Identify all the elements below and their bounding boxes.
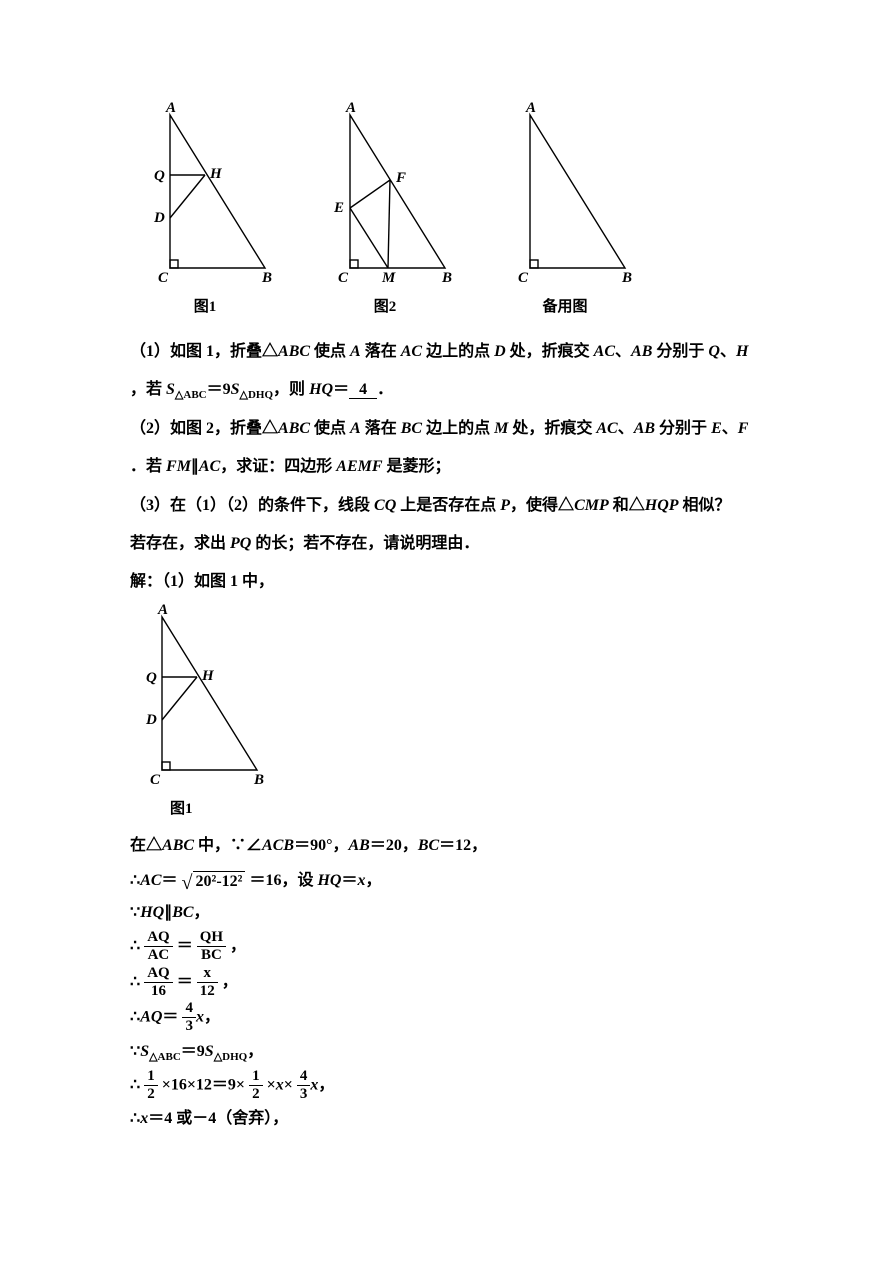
svg-text:Q: Q [146, 670, 157, 686]
svg-text:B: B [253, 772, 264, 787]
q2-line2: ．若 FM∥AC，求证：四边形 AEMF 是菱形； [130, 448, 762, 486]
q3-line1: （3）在（1）（2）的条件下，线段 CQ 上是否存在点 P，使得△CMP 和△H… [130, 487, 762, 525]
fig1b-label: 图1 [170, 791, 193, 827]
fig1b-svg: A Q H D C B [122, 602, 272, 787]
svg-text:A: A [165, 100, 176, 116]
q2-line1: （2）如图 2，折叠△ABC 使点 A 落在 BC 边上的点 M 处，折痕交 A… [130, 410, 762, 448]
svg-text:Q: Q [154, 168, 165, 184]
sol-line1: 在△ABC 中，∵∠ACB＝90°，AB＝20，BC＝12， [130, 827, 762, 865]
q1-line2: ，若 S△ABC＝9S△DHQ，则 HQ＝4． [130, 371, 762, 409]
sol-line8: ∴ 12 ×16×12＝9× 12 ×x× 43x， [130, 1068, 762, 1104]
sol-line5: ∴ AQ16 ＝ x12 ， [130, 965, 762, 1001]
fig2-svg: A E F C M B [310, 100, 460, 285]
solution-head: 解：（1）如图 1 中， [130, 563, 762, 601]
sol-line7: ∵S△ABC＝9S△DHQ， [130, 1036, 762, 1068]
svg-text:D: D [153, 210, 165, 226]
svg-text:C: C [158, 270, 169, 285]
fig1-svg: A Q H D C B [130, 100, 280, 285]
svg-text:A: A [345, 100, 356, 116]
figure-2: A E F C M B 图2 [310, 100, 460, 325]
figure-3: A C B 备用图 [490, 100, 640, 325]
svg-text:B: B [441, 270, 452, 285]
sol-line2: ∴AC＝ √20²-12² ＝16，设 HQ＝x， [130, 865, 762, 897]
fig3-label: 备用图 [542, 289, 587, 325]
q1-line1: （1）如图 1，折叠△ABC 使点 A 落在 AC 边上的点 D 处，折痕交 A… [130, 333, 762, 371]
svg-text:H: H [201, 668, 215, 684]
svg-text:F: F [395, 170, 406, 186]
svg-text:A: A [525, 100, 536, 116]
svg-text:E: E [333, 200, 344, 216]
fig1-label: 图1 [194, 289, 217, 325]
fig2-label: 图2 [374, 289, 397, 325]
svg-text:D: D [145, 712, 157, 728]
sol-line3: ∵HQ∥BC， [130, 897, 762, 929]
sol-line4: ∴ AQAC ＝ QHBC ， [130, 929, 762, 965]
svg-text:C: C [338, 270, 349, 285]
q3-line2: 若存在，求出 PQ 的长；若不存在，请说明理由． [130, 525, 762, 563]
svg-text:A: A [157, 602, 168, 618]
answer-blank: 4 [349, 381, 377, 399]
fig3-svg: A C B [490, 100, 640, 285]
svg-text:C: C [518, 270, 529, 285]
svg-text:B: B [261, 270, 272, 285]
sol-line6: ∴AQ＝ 43x， [130, 1000, 762, 1036]
figures-row: A Q H D C B 图1 A E F C M B 图2 [130, 100, 762, 325]
sqrt-icon: √20²-12² [182, 871, 246, 893]
figure-1-repeat: A Q H D C B 图1 [122, 602, 762, 827]
svg-text:B: B [621, 270, 632, 285]
sol-line9: ∴x＝4 或－4（舍弃）， [130, 1103, 762, 1135]
svg-text:M: M [381, 270, 396, 285]
svg-text:C: C [150, 772, 161, 787]
figure-1: A Q H D C B 图1 [130, 100, 280, 325]
svg-text:H: H [209, 166, 223, 182]
